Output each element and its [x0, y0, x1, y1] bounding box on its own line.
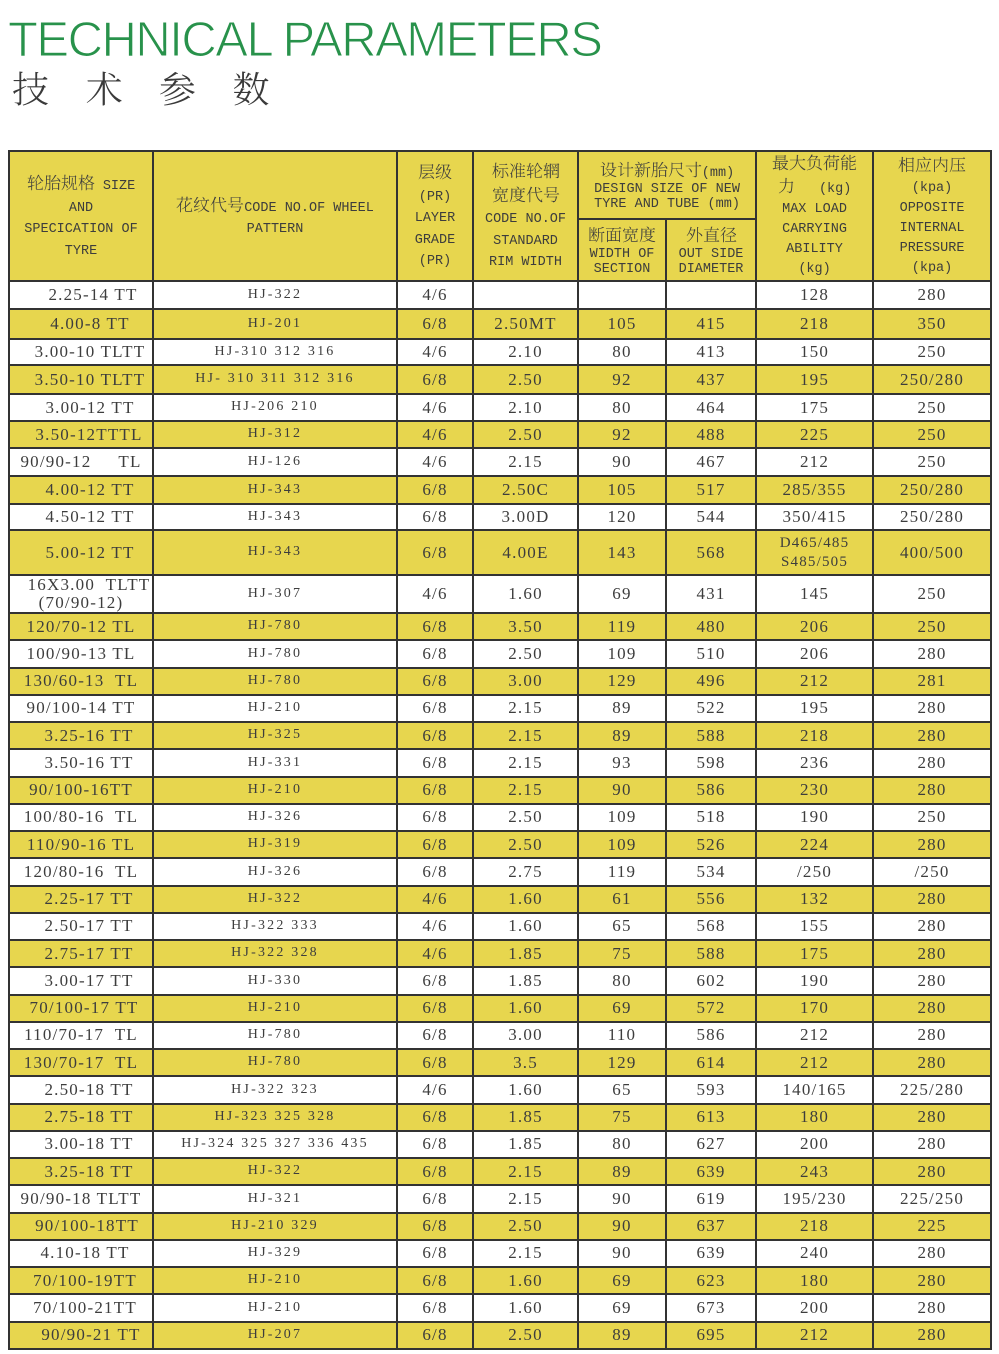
svg-text:TECHNICAL PARAMETERS: TECHNICAL PARAMETERS	[8, 13, 601, 62]
